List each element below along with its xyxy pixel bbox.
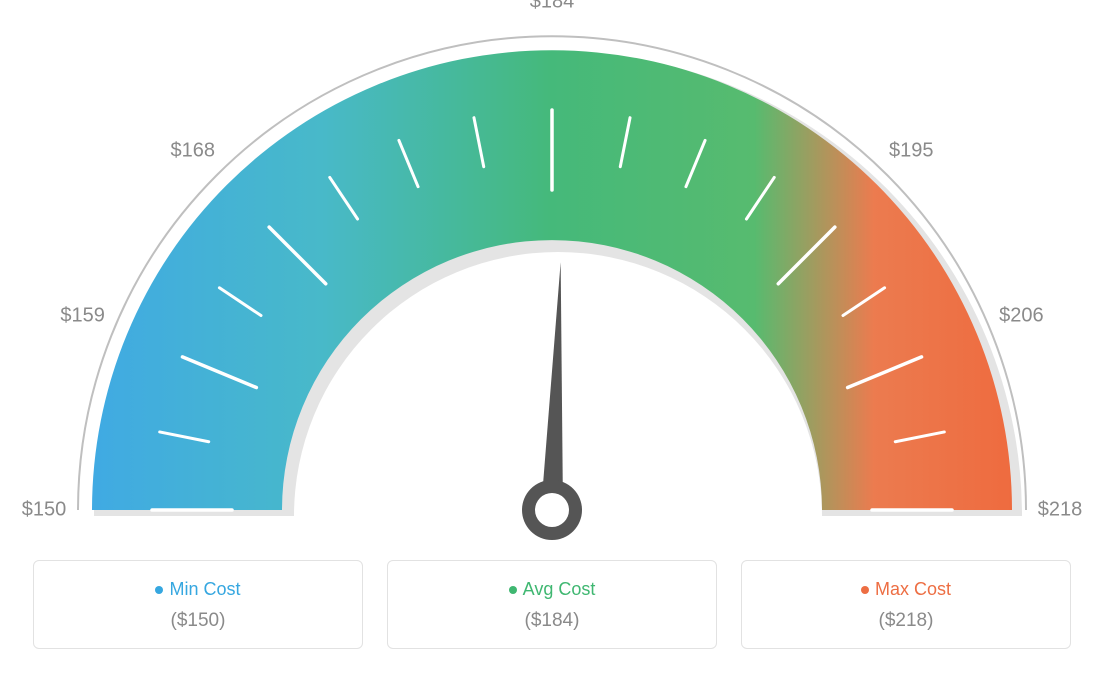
gauge-tick-label: $206	[999, 304, 1044, 327]
legend-value-avg: ($184)	[398, 610, 706, 632]
legend-title-max: Max Cost	[752, 579, 1060, 600]
legend-card-min: Min Cost ($150)	[33, 560, 363, 649]
gauge-chart: $150 $159 $168 $184 $195 $206 $218	[0, 0, 1104, 560]
legend-card-max: Max Cost ($218)	[741, 560, 1071, 649]
gauge-tick-label: $218	[1038, 499, 1083, 522]
legend-row: Min Cost ($150) Avg Cost ($184) Max Cost ($21…	[0, 560, 1104, 649]
gauge-tick-label: $184	[530, 0, 575, 14]
legend-title-min: Min Cost	[44, 579, 352, 600]
gauge-tick-label: $159	[60, 304, 105, 327]
legend-dot-avg	[509, 586, 517, 594]
legend-title-avg: Avg Cost	[398, 579, 706, 600]
gauge-tick-label: $195	[889, 139, 934, 162]
legend-card-avg: Avg Cost ($184)	[387, 560, 717, 649]
legend-dot-max	[861, 586, 869, 594]
gauge-svg	[0, 0, 1104, 560]
legend-title-text: Avg Cost	[523, 579, 596, 599]
legend-title-text: Min Cost	[169, 579, 240, 599]
gauge-tick-label: $150	[22, 499, 67, 522]
legend-value-min: ($150)	[44, 610, 352, 632]
legend-value-max: ($218)	[752, 610, 1060, 632]
legend-title-text: Max Cost	[875, 579, 951, 599]
gauge-tick-label: $168	[171, 139, 216, 162]
legend-dot-min	[155, 586, 163, 594]
